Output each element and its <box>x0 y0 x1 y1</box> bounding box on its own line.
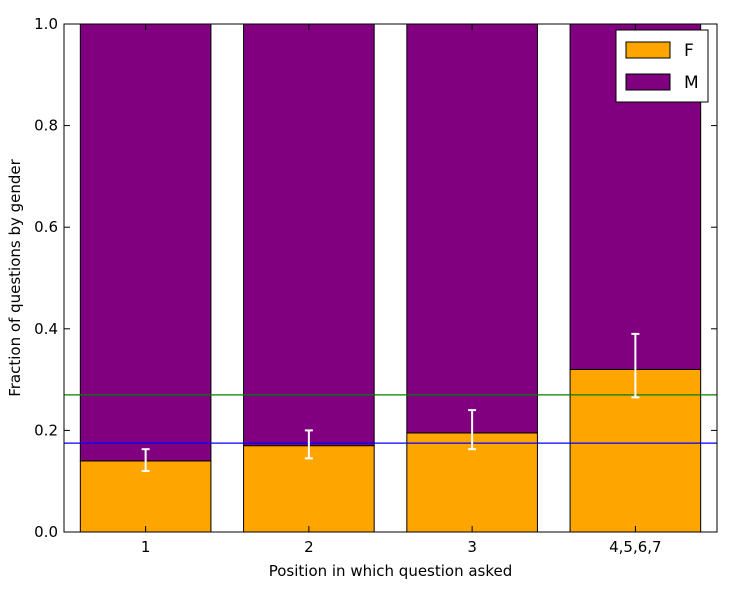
bar-F-1 <box>79 460 212 533</box>
legend-entry-M: M <box>625 73 699 93</box>
y-tick-label: 1.0 <box>34 15 58 33</box>
x-tick-label: 3 <box>467 538 477 556</box>
legend-label: F <box>684 41 694 61</box>
reference-lines <box>64 394 717 444</box>
bar-M-3 <box>406 23 538 434</box>
error-bars <box>141 332 640 473</box>
legend-swatch <box>625 73 671 91</box>
y-tick-label: 0.8 <box>34 117 58 135</box>
legend-entry-F: F <box>625 41 694 61</box>
legend-entries: FM <box>625 41 699 93</box>
x-tick-label: 1 <box>141 538 151 556</box>
y-axis-label: Fraction of questions by gender <box>6 158 24 396</box>
plot-frame <box>63 23 718 533</box>
bar-M-1 <box>79 23 212 462</box>
x-axis-label: Position in which question asked <box>269 562 513 580</box>
error-bar-2 <box>304 429 313 460</box>
y-tick-label: 0.2 <box>34 421 58 439</box>
x-tick-label: 4,5,6,7 <box>609 538 661 556</box>
error-bar-1 <box>141 448 150 473</box>
error-bar-3 <box>468 409 477 451</box>
x-tick-label: 2 <box>304 538 314 556</box>
legend-swatch <box>625 41 671 59</box>
y-tick-label: 0.0 <box>34 523 58 541</box>
legend: FM <box>615 29 709 103</box>
bar-M-2 <box>243 23 375 447</box>
legend-label: M <box>684 73 699 93</box>
y-tick-label: 0.6 <box>34 218 58 236</box>
bars <box>79 23 702 533</box>
error-bar-4 <box>631 332 640 399</box>
y-tick-label: 0.4 <box>34 320 58 338</box>
axis-ticks <box>64 23 717 533</box>
x-tick-labels: 1 2 3 4,5,6,7 <box>141 538 662 556</box>
y-tick-labels: 0.0 0.2 0.4 0.6 0.8 1.0 <box>34 15 58 541</box>
plot-area <box>63 23 718 533</box>
